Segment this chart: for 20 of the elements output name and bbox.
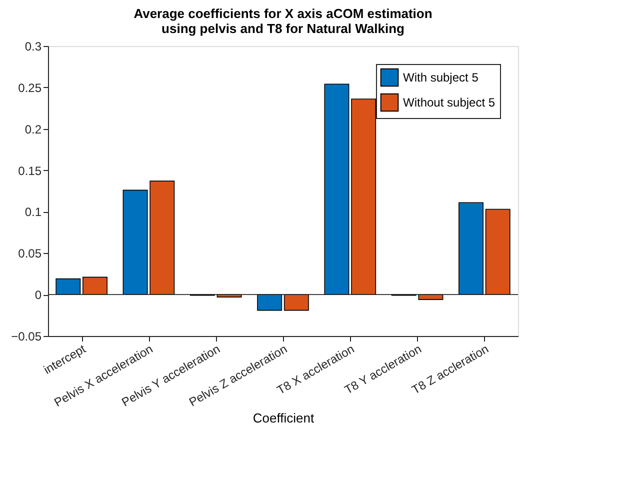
bar — [82, 276, 108, 295]
y-tick-label: −0.05 — [11, 330, 42, 344]
chart-title: Average coefficients for X axis aCOM estimation using pelvis and T8 for Natural Walking — [134, 6, 432, 36]
bar — [458, 202, 484, 295]
y-tick-label: 0.1 — [24, 205, 42, 220]
y-tick-label: 0.3 — [24, 40, 42, 54]
legend-label: With subject 5 — [403, 70, 479, 84]
x-axis-title: Coefficient — [252, 410, 314, 426]
y-tick-label: 0.15 — [18, 164, 42, 178]
bar — [56, 278, 81, 295]
y-tick-label: 0 — [34, 288, 42, 302]
y-tick-label: 0.05 — [18, 246, 42, 261]
bar — [324, 84, 350, 295]
bar — [257, 294, 282, 311]
bar — [351, 98, 376, 295]
y-tick-label: 0.25 — [18, 80, 42, 95]
bar — [485, 208, 510, 295]
y-tick-label: 0.2 — [24, 122, 42, 136]
legend-label: Without subject 5 — [403, 96, 496, 110]
bar — [284, 294, 309, 311]
